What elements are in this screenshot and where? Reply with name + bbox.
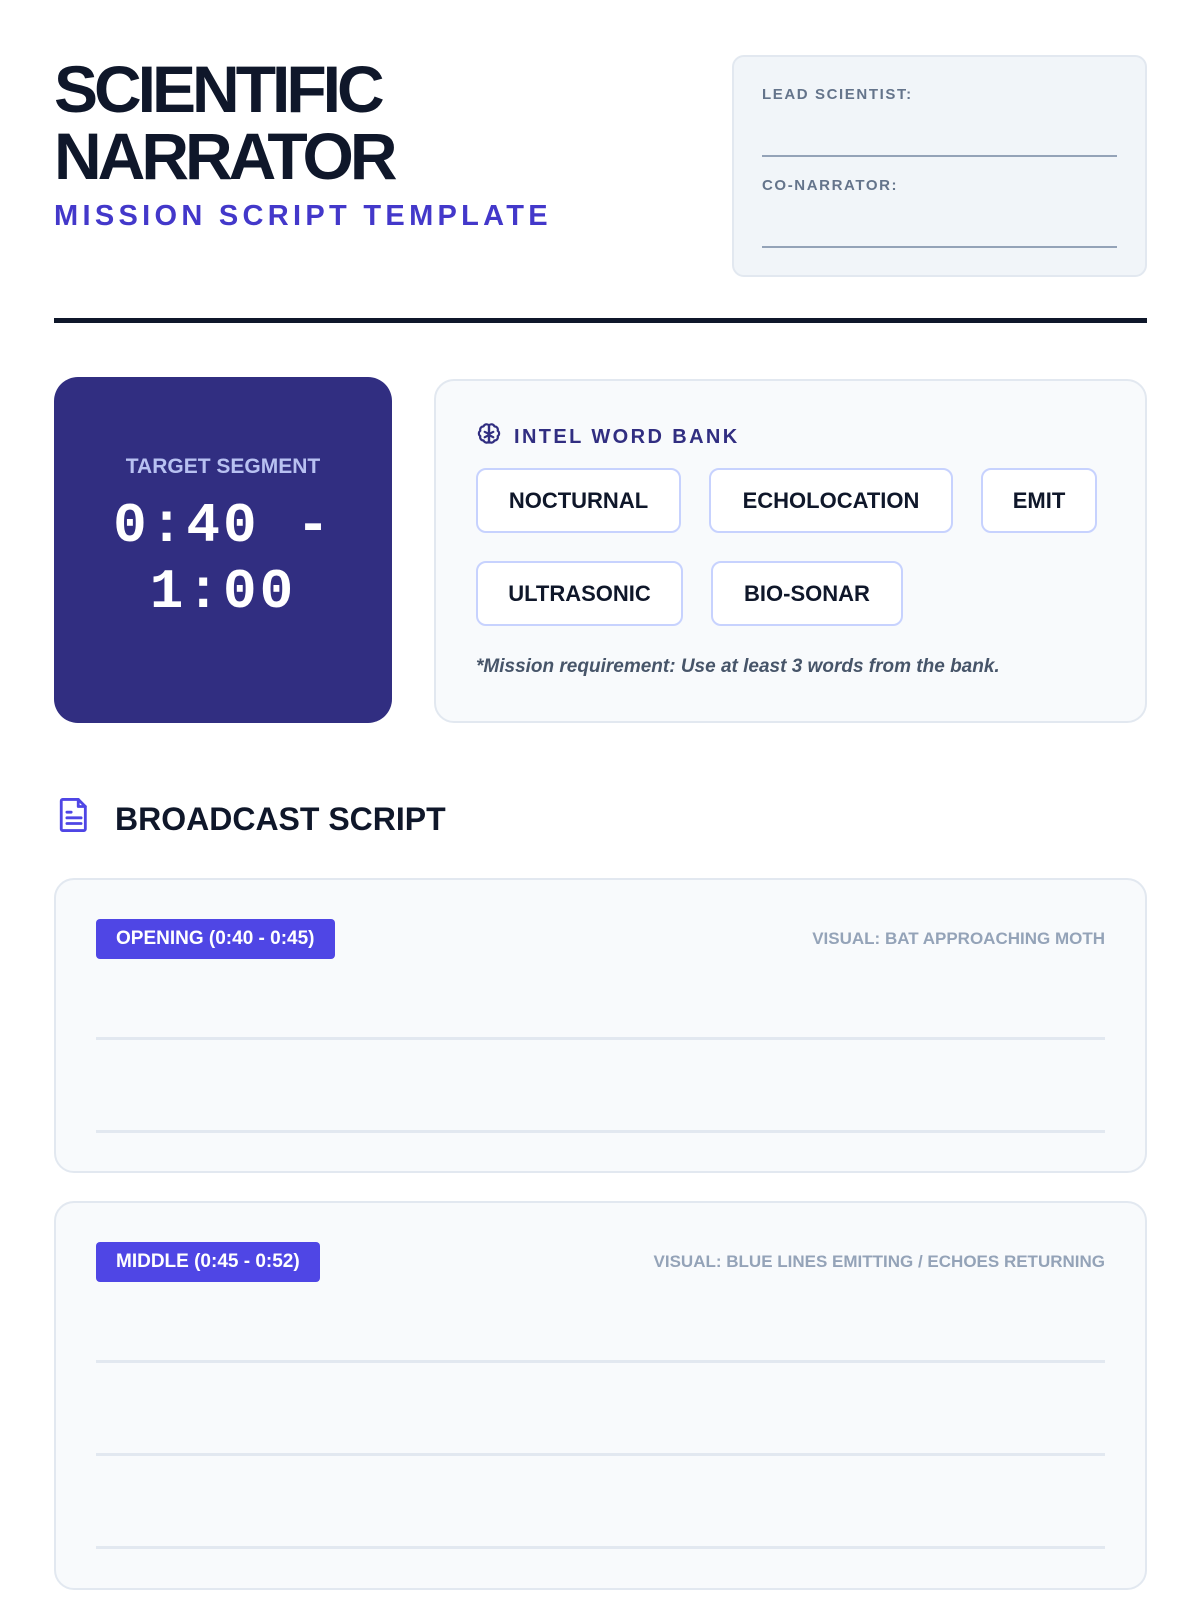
script-writing-area[interactable] (96, 970, 1105, 1130)
team-info-card: LEAD SCIENTIST: CO-NARRATOR: (732, 55, 1147, 277)
segment-time-end: 1:00 (149, 560, 297, 624)
broadcast-script-title: BROADCAST SCRIPT (115, 800, 446, 837)
broadcast-script-heading: BROADCAST SCRIPT (57, 796, 446, 842)
target-segment-label: TARGET SEGMENT (125, 455, 321, 478)
script-writing-area[interactable] (96, 1293, 1105, 1548)
script-section-middle: MIDDLE (0:45 - 0:52) VISUAL: BLUE LINES … (54, 1201, 1147, 1590)
section-badge: OPENING (0:40 - 0:45) (96, 919, 335, 959)
section-badge: MIDDLE (0:45 - 0:52) (96, 1242, 320, 1282)
title-line-2: NARRATOR (54, 119, 398, 193)
word-chip-nocturnal[interactable]: NOCTURNAL (476, 468, 681, 533)
writing-line (96, 1453, 1105, 1456)
mission-requirement-note: *Mission requirement: Use at least 3 wor… (476, 656, 1000, 677)
writing-line (96, 1130, 1105, 1133)
co-narrator-label: CO-NARRATOR: (762, 177, 899, 194)
segment-time-start: 0:40 - (113, 494, 333, 558)
brain-icon (476, 421, 502, 453)
page-subtitle: MISSION SCRIPT TEMPLATE (54, 200, 552, 232)
word-bank-title: INTEL WORD BANK (514, 425, 740, 448)
word-chip-echolocation[interactable]: ECHOLOCATION (709, 468, 953, 533)
writing-line (96, 1546, 1105, 1549)
co-narrator-line (762, 246, 1117, 248)
header-divider (54, 318, 1147, 323)
target-segment-box: TARGET SEGMENT 0:40 - 1:00 (54, 377, 392, 723)
title-line-1: SCIENTIFIC (54, 52, 385, 126)
script-section-opening: OPENING (0:40 - 0:45) VISUAL: BAT APPROA… (54, 878, 1147, 1173)
word-bank-header: INTEL WORD BANK (476, 421, 740, 453)
word-chip-emit[interactable]: EMIT (981, 468, 1097, 533)
lead-scientist-label: LEAD SCIENTIST: (762, 86, 913, 103)
writing-line (96, 1037, 1105, 1040)
lead-scientist-field[interactable] (762, 117, 1117, 153)
page-title: SCIENTIFIC NARRATOR (54, 52, 398, 193)
visual-cue: VISUAL: BAT APPROACHING MOTH (812, 929, 1105, 948)
document-icon (57, 796, 91, 842)
lead-scientist-line (762, 155, 1117, 157)
writing-line (96, 1360, 1105, 1363)
co-narrator-field[interactable] (762, 207, 1117, 243)
visual-cue: VISUAL: BLUE LINES EMITTING / ECHOES RET… (653, 1252, 1105, 1271)
word-bank-card (434, 379, 1147, 723)
word-chip-bio-sonar[interactable]: BIO-SONAR (711, 561, 903, 626)
word-chip-ultrasonic[interactable]: ULTRASONIC (476, 561, 683, 626)
